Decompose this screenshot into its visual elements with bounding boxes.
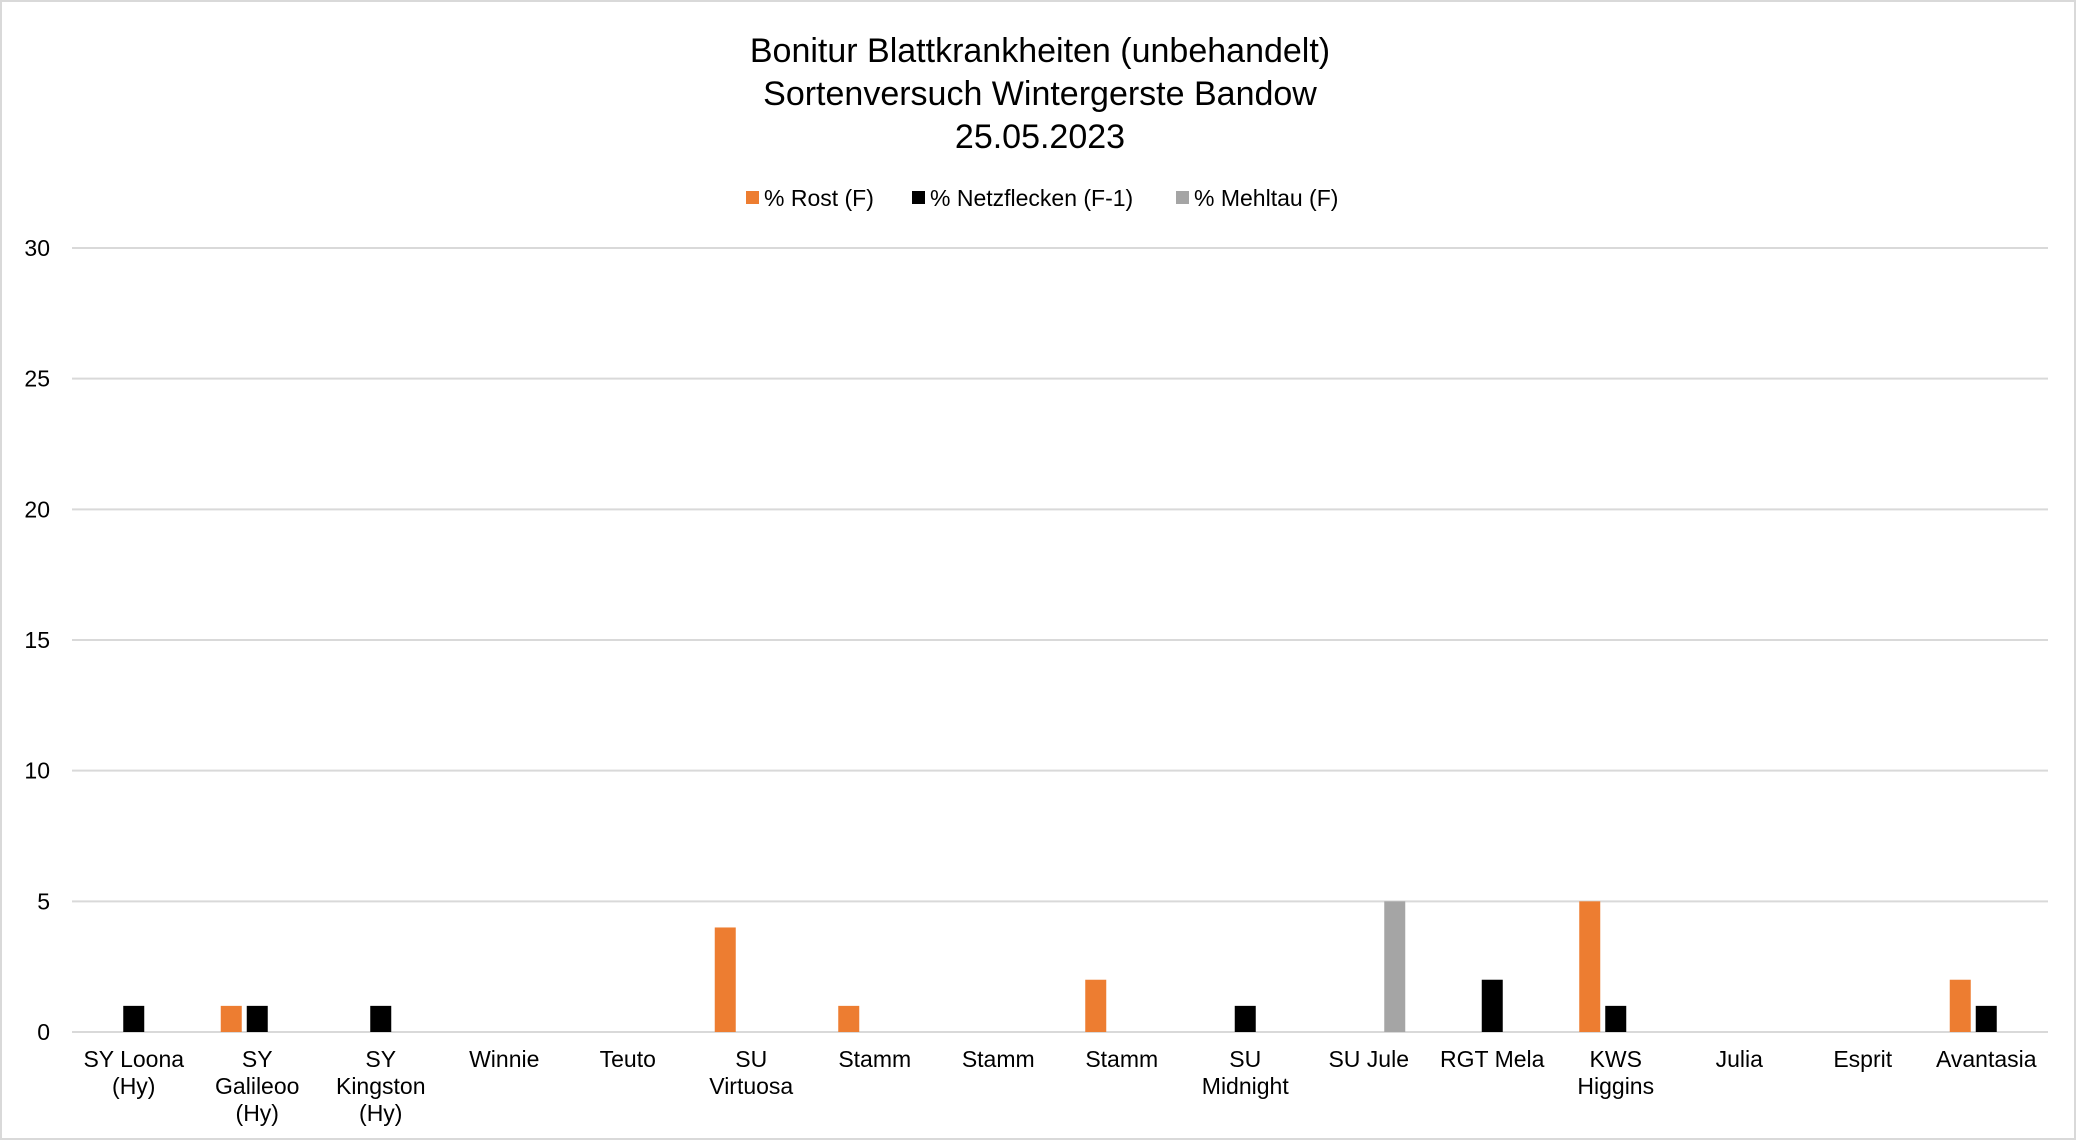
- x-category-label: Avantasia: [1936, 1046, 2037, 1072]
- legend-swatch: [1176, 191, 1189, 204]
- legend-swatch: [746, 191, 759, 204]
- bar: [1234, 1005, 1256, 1032]
- bar: [1949, 979, 1971, 1032]
- bar: [1975, 1005, 1997, 1032]
- legend-entry-label: % Netzflecken (F-1): [930, 185, 1133, 211]
- bar: [370, 1005, 392, 1032]
- y-tick-label: 30: [24, 235, 50, 261]
- x-category-label: Julia: [1716, 1046, 1764, 1072]
- y-tick-label: 0: [37, 1019, 50, 1045]
- y-tick-label: 10: [24, 758, 50, 784]
- bar: [1384, 901, 1406, 1032]
- legend-entry-label: % Rost (F): [764, 185, 874, 211]
- bar: [1481, 979, 1503, 1032]
- x-category-label: Teuto: [600, 1046, 656, 1072]
- x-category-label: Stamm: [962, 1046, 1035, 1072]
- x-axis-category-labels: SY Loona (Hy) SY Galileoo (Hy) SY Kingston (Hy)…: [83, 1046, 2036, 1126]
- x-category-label: Esprit: [1833, 1046, 1892, 1072]
- bar: [838, 1005, 860, 1032]
- gridlines: [72, 247, 2048, 1033]
- bar: [1085, 979, 1107, 1032]
- legend-entry-label: % Mehltau (F): [1194, 185, 1338, 211]
- chart-title-line: 25.05.2023: [955, 118, 1125, 156]
- x-category-label: SY Kingston (Hy): [336, 1046, 426, 1126]
- legend-swatch: [912, 191, 925, 204]
- chart-title-line: Bonitur Blattkrankheiten (unbehandelt): [750, 32, 1330, 70]
- bar: [220, 1005, 242, 1032]
- bars: [123, 901, 1997, 1032]
- bar: [1579, 901, 1601, 1032]
- x-category-label: RGT Mela: [1440, 1046, 1545, 1072]
- y-tick-label: 20: [24, 496, 50, 522]
- bar: [1605, 1005, 1627, 1032]
- y-tick-label: 5: [37, 888, 50, 914]
- y-tick-label: 25: [24, 366, 50, 392]
- x-category-label: SY Loona (Hy): [83, 1046, 184, 1099]
- bar: [246, 1005, 268, 1032]
- x-category-label: SU Jule: [1328, 1046, 1409, 1072]
- y-tick-label: 15: [24, 627, 50, 653]
- x-category-label: SU Midnight: [1202, 1046, 1290, 1099]
- bar: [123, 1005, 145, 1032]
- x-category-label: Stamm: [838, 1046, 911, 1072]
- chart-title: Bonitur Blattkrankheiten (unbehandelt) So…: [750, 32, 1330, 156]
- bar: [714, 927, 736, 1032]
- chart-legend: % Rost (F) % Netzflecken (F-1) % Mehltau (…: [746, 185, 1338, 211]
- y-axis-tick-labels: 0 5 10 15 20 25 30: [24, 235, 50, 1045]
- x-category-label: Stamm: [1085, 1046, 1158, 1072]
- x-category-label: Winnie: [469, 1046, 539, 1072]
- x-category-label: SU Virtuosa: [709, 1046, 793, 1099]
- chart-title-line: Sortenversuch Wintergerste Bandow: [763, 75, 1317, 113]
- x-category-label: KWS Higgins: [1577, 1046, 1654, 1099]
- x-category-label: SY Galileoo (Hy): [215, 1046, 299, 1126]
